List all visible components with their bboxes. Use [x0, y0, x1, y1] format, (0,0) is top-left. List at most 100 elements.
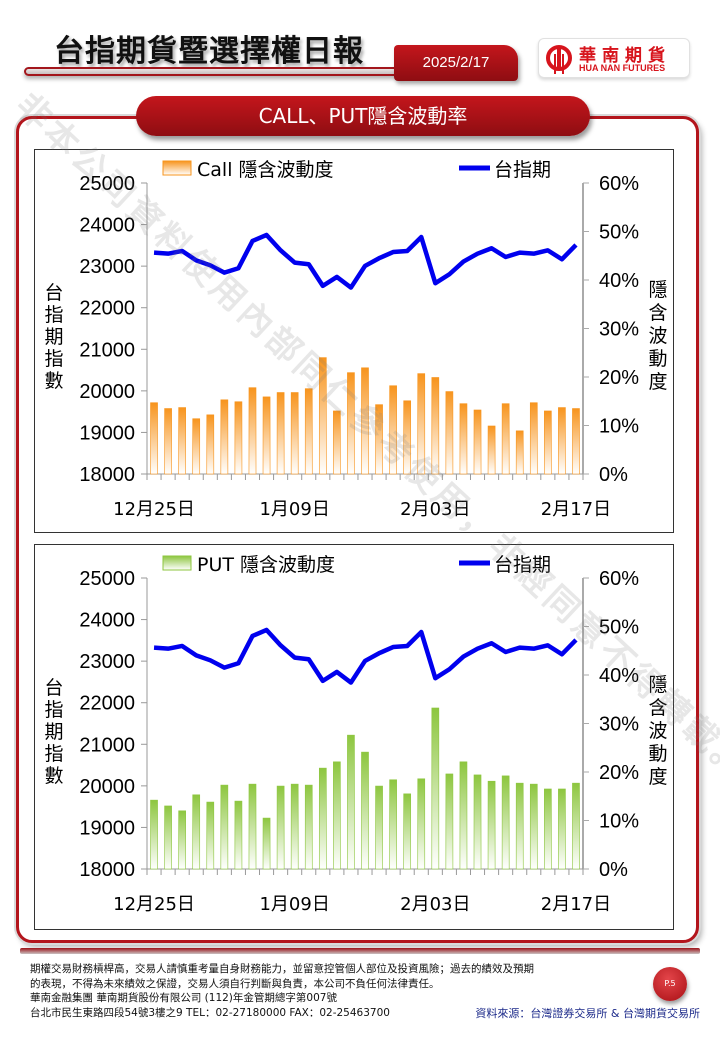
iv-bar	[333, 761, 341, 870]
right-axis-title: 動	[648, 348, 667, 370]
iv-bar	[459, 761, 468, 870]
left-axis-title: 數	[44, 370, 63, 392]
right-axis-title: 度	[648, 766, 667, 788]
index-line	[153, 232, 578, 290]
left-axis-tick: 18000	[79, 464, 135, 486]
left-axis-tick: 20000	[79, 381, 135, 403]
left-axis-title: 指	[44, 699, 63, 721]
put-iv-chart: 25000 24000 23000 22000 21000 20000 19000 18000…	[34, 544, 674, 930]
iv-bar	[164, 805, 172, 870]
left-axis-tick: 19000	[79, 422, 135, 444]
iv-bar	[389, 779, 397, 870]
iv-bar	[544, 410, 552, 475]
iv-bar	[487, 425, 496, 475]
iv-bar	[417, 778, 426, 870]
left-axis-title: 台	[44, 677, 63, 699]
put-iv-chart-canvas: 25000 24000 23000 22000 21000 20000 19000 18000…	[44, 554, 667, 915]
right-axis-tick: 40%	[599, 270, 639, 292]
right-axis-tick: 10%	[599, 416, 639, 438]
iv-bar	[206, 801, 215, 870]
right-axis-tick: 60%	[599, 568, 639, 590]
right-axis-tick: 30%	[599, 714, 639, 736]
iv-bar	[333, 410, 341, 475]
iv-bar	[318, 357, 327, 475]
call-iv-chart-canvas: 25000 24000 23000 22000 21000 20000 19000 18000…	[44, 159, 667, 520]
left-axis-tick: 22000	[79, 298, 135, 320]
iv-bar	[192, 794, 201, 870]
iv-bar	[262, 396, 271, 475]
iv-bar	[487, 780, 496, 870]
iv-bar	[150, 799, 158, 870]
iv-bar	[178, 407, 186, 475]
left-axis-title: 指	[44, 304, 63, 326]
iv-bar	[304, 388, 313, 475]
index-line	[153, 627, 578, 685]
iv-bar	[389, 385, 397, 475]
company-logo: 華南期貨 HUA NAN FUTURES	[538, 38, 690, 78]
left-axis-title: 數	[44, 765, 63, 787]
x-axis-label: 2月03日	[400, 894, 470, 915]
iv-bar	[403, 793, 412, 870]
right-axis-tick: 20%	[599, 367, 639, 389]
iv-bar	[318, 767, 327, 870]
iv-bar	[192, 418, 201, 475]
left-axis-tick: 24000	[79, 610, 135, 632]
iv-bar	[150, 402, 158, 475]
iv-bar	[234, 401, 243, 475]
iv-bar	[347, 734, 355, 870]
iv-bar	[431, 707, 440, 870]
call-iv-chart: 25000 24000 23000 22000 21000 20000 19000 18000…	[34, 149, 674, 533]
title-underline	[24, 67, 404, 76]
x-axis-label: 12月25日	[113, 894, 195, 915]
legend-bar-label: Call 隱含波動度	[197, 159, 334, 181]
iv-bar	[558, 407, 566, 475]
x-axis-label: 2月03日	[400, 499, 470, 520]
iv-bar	[276, 392, 285, 475]
left-axis-title: 台	[44, 282, 63, 304]
disclaimer-line-2: 的表現，不得為未來績效之保證，交易人須自行判斷與負責，本公司不負任何法律責任。	[30, 977, 440, 990]
left-axis-tick: 18000	[79, 859, 135, 881]
right-axis-tick: 0%	[599, 859, 628, 881]
left-axis-tick: 25000	[79, 568, 135, 590]
iv-bar	[361, 751, 369, 870]
left-axis-tick: 23000	[79, 651, 135, 673]
disclaimer-line-1: 期權交易財務槓桿高，交易人請慎重考量自身財務能力，並留意控管個人部位及投資風險；…	[30, 963, 534, 975]
iv-bar	[417, 373, 426, 475]
iv-bar	[248, 387, 257, 475]
iv-bar	[515, 430, 524, 475]
right-axis-title: 波	[648, 720, 667, 742]
iv-bar	[375, 785, 383, 870]
data-source: 資料來源：台灣證券交易所 & 台灣期貨交易所	[475, 1007, 700, 1020]
right-axis-tick: 10%	[599, 811, 639, 833]
right-axis-tick: 20%	[599, 762, 639, 784]
left-axis-tick: 22000	[79, 693, 135, 715]
right-axis-title: 含	[648, 302, 667, 324]
right-axis-title: 動	[648, 743, 667, 765]
left-axis-title: 期	[44, 326, 63, 348]
right-axis-title: 波	[648, 325, 667, 347]
company-address: 台北市民生東路四段54號3樓之9 TEL：02-27180000 FAX：02-…	[30, 1006, 390, 1019]
left-axis-title: 指	[44, 743, 63, 765]
iv-bar	[529, 783, 538, 870]
iv-bar	[403, 400, 412, 475]
iv-bar	[515, 782, 524, 870]
page-number-badge: P.5	[653, 967, 687, 1001]
iv-bar	[234, 800, 243, 870]
iv-bar	[276, 785, 285, 870]
iv-bar	[206, 414, 215, 475]
x-axis-label: 2月17日	[541, 499, 611, 520]
iv-bar	[473, 409, 482, 475]
company-registration: 華南金融集團 華南期貨股份有限公司 (112)年金管期總字第007號	[30, 992, 337, 1004]
left-axis-tick: 21000	[79, 734, 135, 756]
report-date: 2025/2/17	[394, 45, 518, 81]
report-title: 台指期貨暨選擇權日報	[54, 34, 364, 69]
iv-bar	[501, 403, 510, 475]
left-axis-tick: 25000	[79, 173, 135, 195]
iv-bar	[529, 402, 538, 475]
logo-mark-icon	[546, 45, 572, 71]
iv-bar	[262, 817, 271, 870]
left-axis-tick: 24000	[79, 215, 135, 237]
iv-bar	[544, 788, 552, 870]
legend-bar-swatch	[162, 555, 192, 571]
section-title-banner: CALL、PUT隱含波動率	[136, 96, 590, 136]
